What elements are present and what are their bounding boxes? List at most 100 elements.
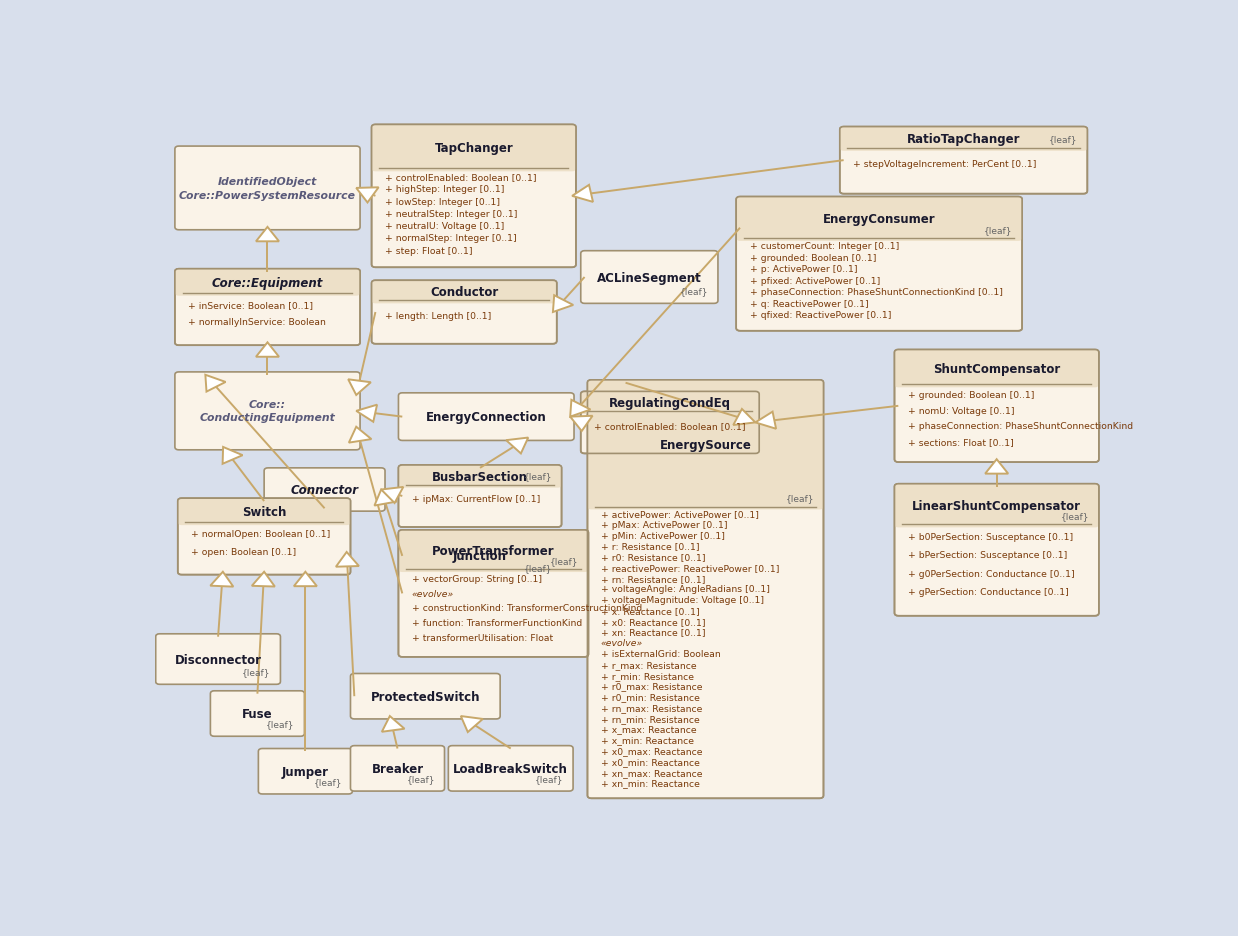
- Polygon shape: [348, 380, 371, 396]
- Text: + x: Reactance [0..1]: + x: Reactance [0..1]: [600, 607, 699, 615]
- Text: + stepVoltageIncrement: PerCent [0..1]: + stepVoltageIncrement: PerCent [0..1]: [853, 160, 1036, 168]
- Text: Jumper: Jumper: [282, 765, 329, 778]
- Text: {leaf}: {leaf}: [1050, 136, 1078, 144]
- Text: + constructionKind: TransformerConstructionKind: + constructionKind: TransformerConstruct…: [412, 604, 643, 613]
- FancyBboxPatch shape: [399, 465, 562, 488]
- FancyBboxPatch shape: [178, 499, 350, 575]
- Text: {leaf}: {leaf}: [406, 774, 435, 783]
- FancyBboxPatch shape: [259, 749, 353, 794]
- Text: + lowStep: Integer [0..1]: + lowStep: Integer [0..1]: [385, 197, 500, 206]
- Text: + customerCount: Integer [0..1]: + customerCount: Integer [0..1]: [750, 241, 899, 251]
- Text: + xn_min: Reactance: + xn_min: Reactance: [600, 779, 699, 788]
- Polygon shape: [349, 427, 371, 443]
- Polygon shape: [206, 375, 225, 392]
- Text: Core::Equipment: Core::Equipment: [212, 276, 323, 289]
- Text: + r0: Resistance [0..1]: + r0: Resistance [0..1]: [600, 552, 706, 562]
- FancyBboxPatch shape: [399, 531, 588, 573]
- Text: + normallyInService: Boolean: + normallyInService: Boolean: [188, 318, 326, 328]
- FancyBboxPatch shape: [264, 468, 385, 512]
- Polygon shape: [571, 401, 591, 417]
- Text: + reactivePower: ReactivePower [0..1]: + reactivePower: ReactivePower [0..1]: [600, 563, 779, 572]
- Text: + transformerUtilisation: Float: + transformerUtilisation: Float: [412, 633, 553, 642]
- Text: + rn_min: Resistance: + rn_min: Resistance: [600, 714, 699, 724]
- FancyBboxPatch shape: [175, 373, 360, 450]
- Polygon shape: [223, 447, 243, 464]
- Text: + qfixed: ReactivePower [0..1]: + qfixed: ReactivePower [0..1]: [750, 311, 891, 320]
- FancyBboxPatch shape: [588, 380, 823, 510]
- Polygon shape: [733, 410, 755, 426]
- Text: {leaf}: {leaf}: [524, 472, 552, 481]
- Polygon shape: [335, 552, 359, 567]
- Text: + neutralU: Voltage [0..1]: + neutralU: Voltage [0..1]: [385, 222, 504, 231]
- Polygon shape: [381, 716, 405, 732]
- FancyBboxPatch shape: [371, 125, 576, 268]
- FancyBboxPatch shape: [175, 270, 360, 345]
- FancyBboxPatch shape: [399, 533, 562, 580]
- Text: + controlEnabled: Boolean [0..1]: + controlEnabled: Boolean [0..1]: [594, 421, 745, 431]
- Polygon shape: [985, 460, 1008, 475]
- Text: LinearShuntCompensator: LinearShuntCompensator: [912, 500, 1081, 513]
- Text: + q: ReactivePower [0..1]: + q: ReactivePower [0..1]: [750, 300, 868, 308]
- FancyBboxPatch shape: [588, 380, 823, 798]
- Text: + x_max: Reactance: + x_max: Reactance: [600, 724, 697, 734]
- Polygon shape: [381, 488, 404, 504]
- Text: {leaf}: {leaf}: [243, 667, 271, 677]
- Text: {leaf}: {leaf}: [1061, 512, 1089, 520]
- FancyBboxPatch shape: [178, 499, 350, 526]
- Polygon shape: [210, 572, 233, 587]
- Text: {leaf}: {leaf}: [984, 226, 1013, 234]
- Polygon shape: [571, 417, 593, 431]
- Text: + x0_min: Reactance: + x0_min: Reactance: [600, 757, 699, 767]
- Text: + open: Boolean [0..1]: + open: Boolean [0..1]: [191, 548, 296, 556]
- Text: «evolve»: «evolve»: [600, 638, 644, 648]
- Text: + voltageAngle: AngleRadians [0..1]: + voltageAngle: AngleRadians [0..1]: [600, 585, 770, 593]
- Text: + voltageMagnitude: Voltage [0..1]: + voltageMagnitude: Voltage [0..1]: [600, 595, 764, 605]
- FancyBboxPatch shape: [895, 484, 1099, 616]
- Text: + neutralStep: Integer [0..1]: + neutralStep: Integer [0..1]: [385, 210, 517, 219]
- FancyBboxPatch shape: [399, 393, 574, 441]
- Text: RatioTapChanger: RatioTapChanger: [906, 133, 1020, 146]
- Text: Junction: Junction: [453, 549, 508, 563]
- Text: + r: Resistance [0..1]: + r: Resistance [0..1]: [600, 542, 699, 550]
- Polygon shape: [755, 412, 776, 430]
- FancyBboxPatch shape: [839, 127, 1087, 152]
- Polygon shape: [572, 185, 593, 203]
- Text: + normalOpen: Boolean [0..1]: + normalOpen: Boolean [0..1]: [191, 530, 331, 539]
- Text: BusbarSection: BusbarSection: [432, 470, 527, 483]
- Text: Core::PowerSystemResource: Core::PowerSystemResource: [180, 191, 357, 200]
- Text: ConductingEquipment: ConductingEquipment: [199, 413, 335, 423]
- Text: Connector: Connector: [291, 484, 359, 496]
- Polygon shape: [553, 296, 573, 313]
- Text: LoadBreakSwitch: LoadBreakSwitch: [453, 762, 568, 775]
- Polygon shape: [256, 227, 279, 242]
- Text: PowerTransformer: PowerTransformer: [432, 545, 555, 558]
- Text: Fuse: Fuse: [243, 708, 272, 721]
- Text: + normalStep: Integer [0..1]: + normalStep: Integer [0..1]: [385, 234, 516, 243]
- Text: + inService: Boolean [0..1]: + inService: Boolean [0..1]: [188, 300, 313, 310]
- Polygon shape: [374, 490, 397, 506]
- Text: + bPerSection: Susceptance [0..1]: + bPerSection: Susceptance [0..1]: [907, 550, 1067, 560]
- Text: Disconnector: Disconnector: [175, 652, 261, 665]
- Text: + isExternalGrid: Boolean: + isExternalGrid: Boolean: [600, 650, 721, 658]
- Text: + step: Float [0..1]: + step: Float [0..1]: [385, 246, 473, 256]
- Text: EnergyConnection: EnergyConnection: [426, 411, 547, 424]
- FancyBboxPatch shape: [399, 465, 562, 528]
- Text: + x_min: Reactance: + x_min: Reactance: [600, 736, 693, 745]
- Text: + b0PerSection: Susceptance [0..1]: + b0PerSection: Susceptance [0..1]: [907, 533, 1073, 541]
- Text: RegulatingCondEq: RegulatingCondEq: [609, 397, 730, 410]
- Text: {leaf}: {leaf}: [785, 493, 813, 503]
- Text: + vectorGroup: String [0..1]: + vectorGroup: String [0..1]: [412, 575, 542, 583]
- Text: + x0_max: Reactance: + x0_max: Reactance: [600, 746, 702, 755]
- FancyBboxPatch shape: [581, 392, 759, 454]
- Text: + phaseConnection: PhaseShuntConnectionKind: + phaseConnection: PhaseShuntConnectionK…: [907, 422, 1133, 431]
- Text: + phaseConnection: PhaseShuntConnectionKind [0..1]: + phaseConnection: PhaseShuntConnectionK…: [750, 287, 1003, 297]
- FancyBboxPatch shape: [895, 350, 1099, 462]
- Text: + pMin: ActivePower [0..1]: + pMin: ActivePower [0..1]: [600, 531, 724, 540]
- Polygon shape: [357, 405, 378, 422]
- Text: + xn: Reactance [0..1]: + xn: Reactance [0..1]: [600, 628, 706, 636]
- Text: + nomU: Voltage [0..1]: + nomU: Voltage [0..1]: [907, 406, 1014, 416]
- Text: {leaf}: {leaf}: [524, 563, 552, 572]
- Text: + p: ActivePower [0..1]: + p: ActivePower [0..1]: [750, 265, 857, 273]
- Text: + controlEnabled: Boolean [0..1]: + controlEnabled: Boolean [0..1]: [385, 173, 536, 182]
- FancyBboxPatch shape: [350, 746, 444, 791]
